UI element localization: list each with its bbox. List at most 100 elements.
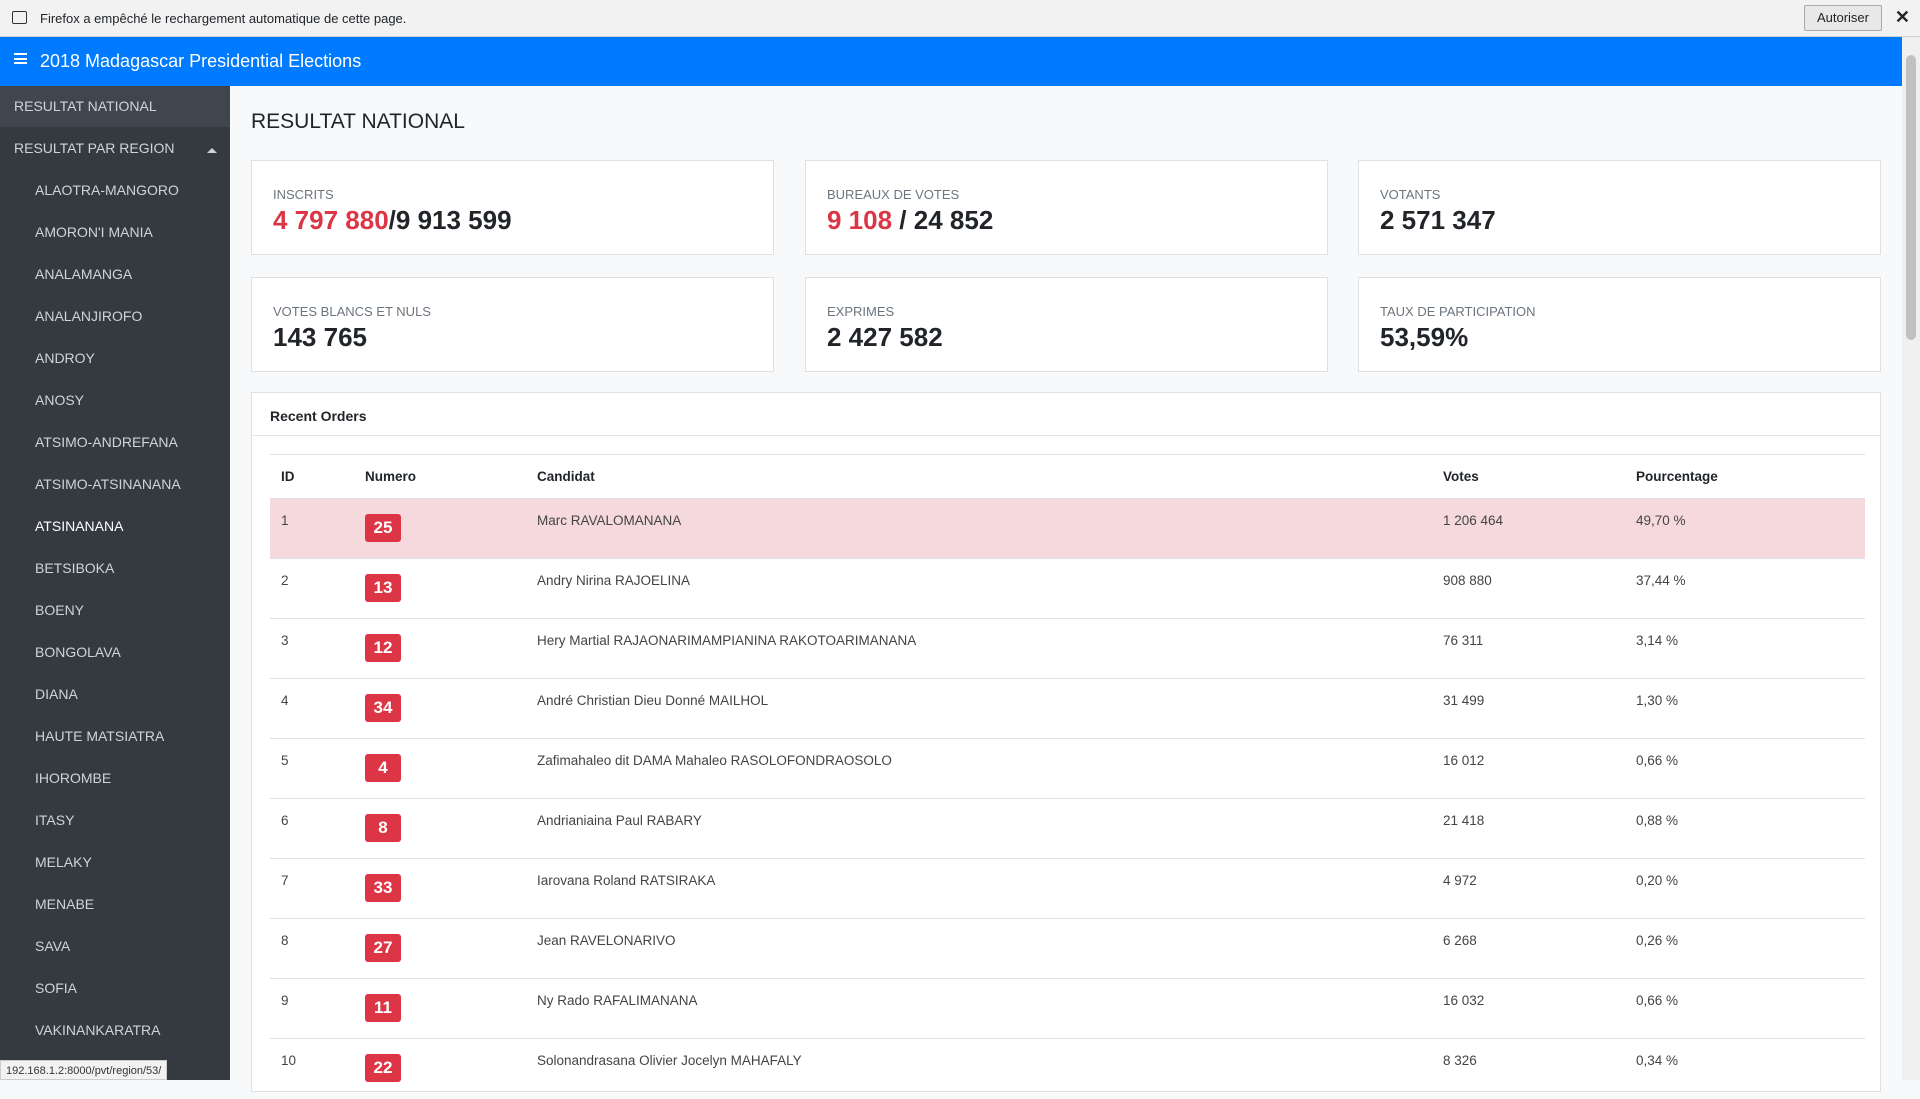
nav-region[interactable]: BOENY (35, 602, 85, 618)
nav-region[interactable]: MENABE (35, 896, 95, 912)
nav-region[interactable]: IHOROMBE (35, 770, 112, 786)
navbar-title[interactable]: 2018 Madagascar Presidential Elections (40, 51, 362, 71)
table-row: 3 12 Hery Martial RAJAONARIMAMPIANINA RAKO… (270, 618, 1865, 679)
nav-by-region[interactable]: RESULTAT PAR REGION (14, 140, 175, 156)
nav-region[interactable]: ATSIMO-ANDREFANA (35, 434, 178, 450)
table-cell: 6 268 (1432, 918, 1625, 979)
stat-card: BUREAUX DE VOTES 9 108 / 24 852 (805, 160, 1328, 255)
nav-region[interactable]: ATSIMO-ATSINANANA (35, 476, 181, 492)
table-body: 1 25 Marc RAVALOMANANA 1 206 464 49,70 % 2 13 A… (270, 498, 1865, 1099)
number-badge: 4 (365, 754, 401, 782)
notification-bar: Firefox a empêché le rechargement automa… (0, 0, 1920, 37)
number-badge: 13 (365, 574, 401, 602)
nav-region[interactable]: BETSIBOKA (35, 560, 115, 576)
table-cell: 4 972 (1432, 858, 1625, 919)
results-table: ID Numero Candidat Votes Pourcentage 1 25 Marc … (270, 454, 1865, 1099)
nav-region[interactable]: DIANA (35, 686, 78, 702)
table-row: 5 4 Zafimahaleo dit DAMA Mahaleo RASOLOFON… (270, 738, 1865, 799)
table-cell: André Christian Dieu Donné MAILHOL (526, 678, 1432, 739)
number-badge: 34 (365, 694, 401, 722)
table-cell: 31 499 (1432, 678, 1625, 739)
stat-label: BUREAUX DE VOTES (827, 187, 960, 202)
nav-region[interactable]: AMORON'I MANIA (35, 224, 153, 240)
table-cell: 1,30 % (1625, 678, 1865, 739)
allow-button[interactable]: Autoriser (1803, 5, 1882, 31)
table-cell: 16 032 (1432, 978, 1625, 1039)
header-row: ID Numero Candidat Votes Pourcentage (270, 454, 1865, 499)
nav-region[interactable]: ANALAMANGA (35, 266, 133, 282)
stat-label: EXPRIMES (827, 304, 895, 319)
table-cell: 4 (354, 738, 526, 799)
number-badge: 33 (365, 874, 401, 902)
region-list: ALAOTRA-MANGORO AMORON'I MANIA ANALAMANGA A… (0, 169, 230, 1051)
table-cell: Andry Nirina RAJOELINA (526, 558, 1432, 619)
scrollbar[interactable] (1902, 37, 1920, 1080)
nav-region[interactable]: HAUTE MATSIATRA (35, 728, 165, 744)
table-cell: 0,34 % (1625, 1038, 1865, 1099)
stat-value: 9 108 / 24 852 (827, 205, 993, 236)
stat-number: 143 765 (273, 322, 367, 352)
nav-region[interactable]: ITASY (35, 812, 75, 828)
stat-number: 2 427 582 (827, 322, 943, 352)
nav-region[interactable]: SAVA (35, 938, 71, 954)
close-button[interactable]: ✕ (1894, 7, 1910, 27)
nav-region[interactable]: BONGOLAVA (35, 644, 121, 660)
stat-value: 143 765 (273, 322, 367, 353)
table-cell: 9 (270, 978, 354, 1039)
stat-number: 53,59% (1380, 322, 1469, 352)
number-badge: 27 (365, 934, 401, 962)
table-cell: 5 (270, 738, 354, 799)
stat-card: INSCRITS 4 797 880/9 913 599 (251, 160, 774, 255)
nav-region[interactable]: ANOSY (35, 392, 85, 408)
number-badge: 8 (365, 814, 401, 842)
table-cell: Jean RAVELONARIVO (526, 918, 1432, 979)
number-badge: 11 (365, 994, 401, 1022)
table-row: 6 8 Andrianiaina Paul RABARY 21 418 0,88 % (270, 798, 1865, 859)
nav-national[interactable]: RESULTAT NATIONAL (0, 86, 230, 127)
table-cell: 76 311 (1432, 618, 1625, 679)
table-title: Recent Orders (270, 408, 367, 424)
scroll-thumb[interactable] (1906, 55, 1916, 340)
table-cell: 8 326 (1432, 1038, 1625, 1099)
table-cell: 13 (354, 558, 526, 619)
stat-label: VOTES BLANCS ET NULS (273, 304, 431, 319)
table-cell: 37,44 % (1625, 558, 1865, 619)
nav-region[interactable]: MELAKY (35, 854, 92, 870)
main-content: RESULTAT NATIONAL INSCRITS 4 797 880/9 91… (230, 86, 1902, 1099)
nav-region[interactable]: ATSINANANA (35, 518, 124, 534)
table-row: 4 34 André Christian Dieu Donné MAILHOL 31 … (270, 678, 1865, 739)
table-row: 7 33 Iarovana Roland RATSIRAKA 4 972 0,20 % (270, 858, 1865, 919)
column-header: ID (270, 454, 354, 499)
table-cell: 6 (270, 798, 354, 859)
stat-card: TAUX DE PARTICIPATION 53,59% (1358, 277, 1881, 372)
stat-label: VOTANTS (1380, 187, 1441, 202)
table-cell: 0,66 % (1625, 738, 1865, 799)
menu-toggle[interactable] (14, 53, 27, 64)
column-header: Numero (354, 454, 526, 499)
sidebar: RESULTAT NATIONAL RESULTAT PAR REGION AL… (0, 86, 230, 1080)
table-row: 1 25 Marc RAVALOMANANA 1 206 464 49,70 % (270, 498, 1865, 559)
table-cell: 21 418 (1432, 798, 1625, 859)
column-header: Pourcentage (1625, 454, 1865, 499)
table-cell: 2 (270, 558, 354, 619)
table-cell: 0,26 % (1625, 918, 1865, 979)
table-row: 2 13 Andry Nirina RAJOELINA 908 880 37,44 % (270, 558, 1865, 619)
table-cell: 8 (354, 798, 526, 859)
nav-region[interactable]: SOFIA (35, 980, 78, 996)
notification-text: Firefox a empêché le rechargement automa… (40, 11, 407, 26)
number-badge: 25 (365, 514, 401, 542)
table-cell: 4 (270, 678, 354, 739)
number-badge: 22 (365, 1054, 401, 1082)
page-heading: RESULTAT NATIONAL (251, 110, 465, 133)
table-cell: Zafimahaleo dit DAMA Mahaleo RASOLOFONDR… (526, 738, 1432, 799)
nav-region[interactable]: ANDROY (35, 350, 95, 366)
stat-card: VOTES BLANCS ET NULS 143 765 (251, 277, 774, 372)
table-row: 8 27 Jean RAVELONARIVO 6 268 0,26 % (270, 918, 1865, 979)
table-cell: Ny Rado RAFALIMANANA (526, 978, 1432, 1039)
nav-region[interactable]: ANALANJIROFO (35, 308, 143, 324)
stat-number: /9 913 599 (388, 205, 512, 235)
column-header: Votes (1432, 454, 1625, 499)
nav-region[interactable]: VAKINANKARATRA (35, 1022, 161, 1038)
nav-region[interactable]: ALAOTRA-MANGORO (35, 182, 179, 198)
